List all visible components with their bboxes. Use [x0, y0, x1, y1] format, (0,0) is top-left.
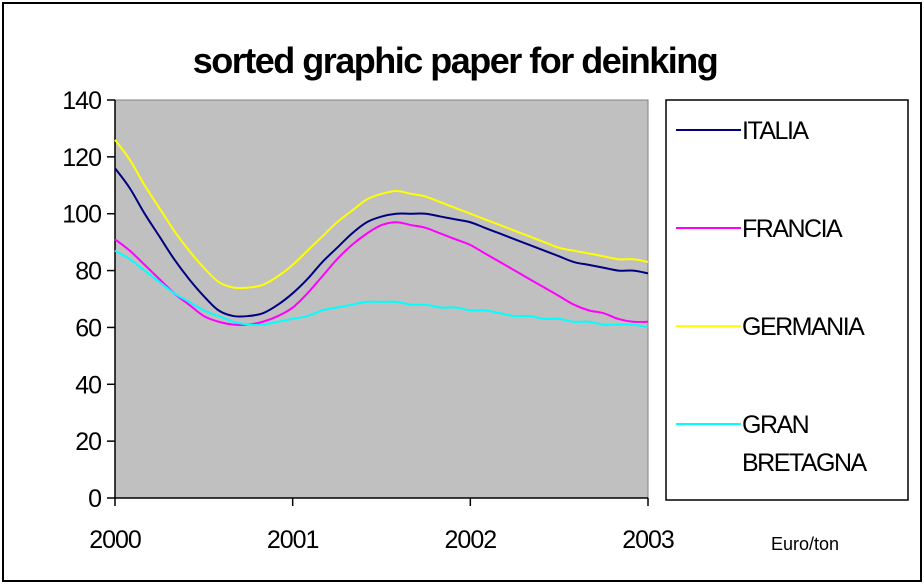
series-line-gran-bretagna [114, 249, 649, 329]
x-tick-label: 2003 [622, 526, 674, 554]
y-tick-label: 140 [62, 87, 101, 115]
y-tick-label: 100 [62, 201, 101, 229]
series-line-italia [114, 167, 649, 318]
series-line-germania [114, 139, 649, 290]
y-axis: 0 20 40 60 80 100 120 140 [62, 87, 116, 513]
y-tick-label: 40 [75, 371, 101, 399]
x-tick-label: 2001 [267, 526, 319, 554]
x-tick-label: 2000 [89, 526, 141, 554]
legend-label-francia: FRANCIA [742, 215, 843, 243]
legend: ITALIA FRANCIA GERMANIA GRAN BRETAGNA [676, 117, 869, 477]
legend-label-italia: ITALIA [742, 117, 809, 145]
y-tick-label: 120 [62, 144, 101, 172]
chart-title: sorted graphic paper for deinking [193, 40, 718, 81]
x-tick-label: 2002 [445, 526, 497, 554]
y-tick-label: 20 [75, 428, 101, 456]
y-tick-label: 0 [88, 485, 101, 513]
series-layer [114, 139, 649, 329]
y-tick-label: 60 [75, 314, 101, 342]
series-line-francia [114, 221, 649, 326]
legend-label-germania: GERMANIA [742, 313, 865, 341]
legend-box [665, 99, 909, 501]
plot-area [114, 99, 649, 499]
legend-label-gran-bretagna: GRAN BRETAGNA [742, 411, 867, 477]
unit-label: Euro/ton [771, 534, 839, 554]
x-axis: 2000 2001 2002 2003 [89, 497, 675, 554]
y-tick-label: 80 [75, 258, 101, 286]
